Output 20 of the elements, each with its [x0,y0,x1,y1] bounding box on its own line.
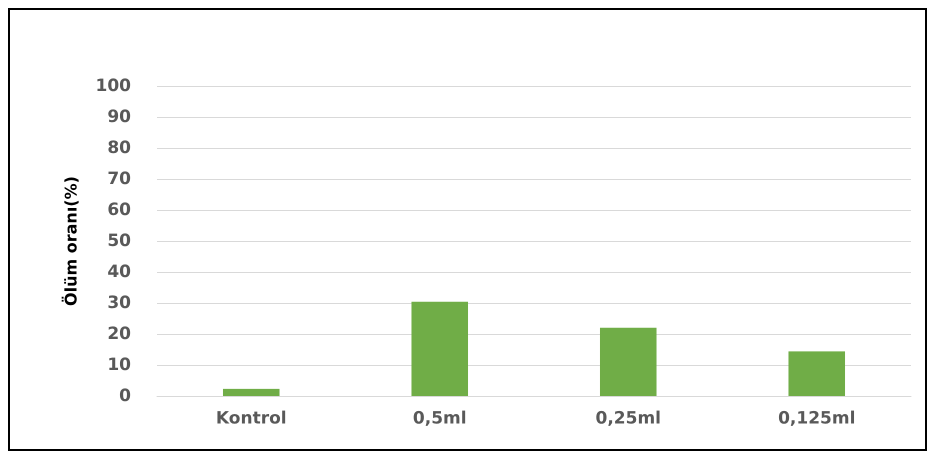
y-tick-label: 100 [96,76,132,96]
y-tick-label: 40 [107,262,132,282]
y-tick-label: 60 [107,200,132,220]
y-tick-label: 10 [107,355,132,375]
x-tick-label: 0,125ml [778,408,856,428]
y-tick-label: 20 [107,324,132,344]
x-tick-label: Kontrol [216,408,287,428]
y-axis-title: Ölüm oranı(%) [62,176,80,306]
y-tick-label: 90 [107,107,132,127]
y-tick-label: 50 [107,231,132,251]
bar [600,328,657,396]
y-tick-label: 30 [107,293,132,313]
bar [411,302,468,396]
y-tick-label: 80 [107,138,132,158]
y-tick-label: 70 [107,169,132,189]
y-tick-label: 0 [119,386,132,406]
x-tick-label: 0,25ml [596,408,661,428]
x-tick-label: 0,5ml [412,408,467,428]
bar [788,351,846,396]
bar [222,388,280,396]
